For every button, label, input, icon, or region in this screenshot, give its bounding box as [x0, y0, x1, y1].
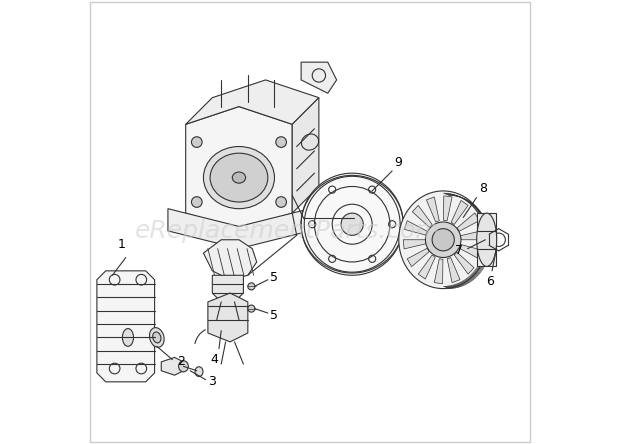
Text: 3: 3: [208, 375, 216, 388]
Polygon shape: [461, 230, 483, 240]
Polygon shape: [185, 107, 292, 231]
Polygon shape: [161, 357, 184, 375]
Circle shape: [192, 197, 202, 207]
Polygon shape: [434, 259, 443, 284]
Polygon shape: [459, 244, 482, 259]
Ellipse shape: [210, 153, 268, 202]
Circle shape: [192, 137, 202, 147]
Text: 7: 7: [455, 244, 463, 258]
Polygon shape: [292, 98, 319, 213]
Ellipse shape: [122, 329, 133, 346]
Polygon shape: [451, 200, 468, 225]
Polygon shape: [168, 209, 310, 249]
Polygon shape: [208, 293, 248, 342]
Polygon shape: [97, 271, 154, 382]
Text: 4: 4: [211, 353, 218, 366]
Circle shape: [341, 213, 363, 235]
Circle shape: [276, 137, 286, 147]
Polygon shape: [185, 80, 319, 124]
Text: 9: 9: [394, 156, 402, 169]
Text: 5: 5: [270, 309, 278, 322]
Polygon shape: [212, 275, 244, 302]
Polygon shape: [477, 213, 497, 266]
Ellipse shape: [477, 213, 497, 266]
Polygon shape: [447, 258, 460, 283]
Ellipse shape: [153, 332, 161, 343]
Polygon shape: [203, 240, 257, 280]
Ellipse shape: [179, 361, 188, 372]
Polygon shape: [412, 206, 432, 227]
Text: 6: 6: [486, 275, 494, 288]
Text: eReplacementParts.com: eReplacementParts.com: [135, 219, 441, 243]
Circle shape: [425, 222, 461, 258]
Ellipse shape: [212, 321, 221, 328]
Circle shape: [432, 229, 454, 251]
Polygon shape: [418, 255, 435, 279]
Text: 2: 2: [177, 355, 185, 369]
Ellipse shape: [399, 191, 487, 289]
Circle shape: [276, 197, 286, 207]
Polygon shape: [427, 197, 439, 222]
Circle shape: [248, 305, 255, 312]
Text: 5: 5: [270, 271, 278, 284]
Ellipse shape: [234, 321, 244, 328]
Text: 1: 1: [117, 238, 125, 251]
Ellipse shape: [195, 367, 203, 377]
Ellipse shape: [149, 328, 164, 347]
Polygon shape: [457, 213, 479, 231]
Polygon shape: [454, 252, 474, 274]
Ellipse shape: [301, 134, 319, 150]
Circle shape: [301, 173, 403, 275]
Text: 8: 8: [479, 182, 487, 195]
Polygon shape: [403, 240, 426, 249]
Polygon shape: [301, 62, 337, 93]
Ellipse shape: [232, 172, 246, 183]
Polygon shape: [443, 196, 452, 221]
Circle shape: [248, 283, 255, 290]
Polygon shape: [404, 221, 427, 235]
Ellipse shape: [203, 147, 275, 209]
Polygon shape: [407, 248, 429, 267]
